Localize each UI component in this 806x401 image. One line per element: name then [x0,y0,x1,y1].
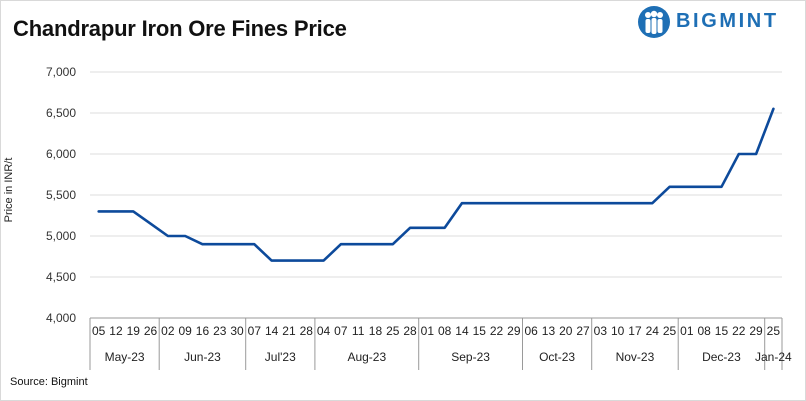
y-tick-label: 5,000 [46,229,76,243]
x-tick-label: 25 [386,324,400,338]
month-label: Jun-23 [184,350,221,364]
month-label: Dec-23 [702,350,741,364]
month-label: Nov-23 [616,350,655,364]
x-tick-label: 15 [473,324,487,338]
x-tick-label: 29 [749,324,763,338]
y-tick-label: 4,000 [46,311,76,325]
y-tick-label: 6,000 [46,147,76,161]
x-tick-label: 02 [161,324,175,338]
x-tick-label: 28 [300,324,314,338]
x-tick-label: 17 [628,324,642,338]
x-tick-label: 26 [144,324,158,338]
x-tick-label: 08 [697,324,711,338]
x-tick-label: 22 [490,324,504,338]
source-note: Source: Bigmint [10,376,88,388]
logo-text: BIGMINT [676,10,779,32]
x-tick-label: 07 [248,324,262,338]
x-tick-label: 19 [127,324,141,338]
x-tick-label: 01 [680,324,694,338]
y-tick-label: 7,000 [46,65,76,79]
month-label: Oct-23 [539,350,575,364]
x-tick-label: 10 [611,324,625,338]
x-tick-label: 30 [230,324,244,338]
y-tick-label: 4,500 [46,270,76,284]
x-tick-label: 14 [455,324,469,338]
month-label: Aug-23 [347,350,386,364]
x-tick-label: 28 [403,324,417,338]
people-figure-icon [638,6,670,38]
y-tick-label: 6,500 [46,106,76,120]
month-label: Jul'23 [265,350,296,364]
x-tick-label: 25 [663,324,677,338]
y-tick-label: 5,500 [46,188,76,202]
x-tick-label: 15 [715,324,729,338]
price-line [97,107,775,262]
month-label: Jan-24 [755,350,792,364]
month-label: Sep-23 [451,350,490,364]
x-tick-label: 21 [282,324,296,338]
x-tick-label: 16 [196,324,210,338]
bigmint-logo: BIGMINT [636,4,802,40]
x-tick-label: 29 [507,324,521,338]
x-tick-label: 25 [767,324,781,338]
x-tick-label: 08 [438,324,452,338]
x-tick-label: 05 [92,324,106,338]
x-tick-label: 18 [369,324,383,338]
x-tick-label: 01 [421,324,435,338]
x-tick-label: 12 [109,324,123,338]
x-tick-label: 06 [524,324,538,338]
x-tick-label: 14 [265,324,279,338]
x-tick-label: 09 [178,324,192,338]
x-tick-label: 13 [542,324,556,338]
x-tick-label: 03 [594,324,608,338]
x-tick-label: 22 [732,324,746,338]
x-tick-label: 20 [559,324,573,338]
x-tick-label: 11 [352,324,365,338]
month-label: May-23 [105,350,145,364]
x-tick-label: 27 [576,324,590,338]
x-tick-label: 04 [317,324,331,338]
x-tick-label: 07 [334,324,348,338]
chart-title: Chandrapur Iron Ore Fines Price [13,16,347,41]
x-tick-label: 24 [646,324,660,338]
x-tick-label: 23 [213,324,227,338]
